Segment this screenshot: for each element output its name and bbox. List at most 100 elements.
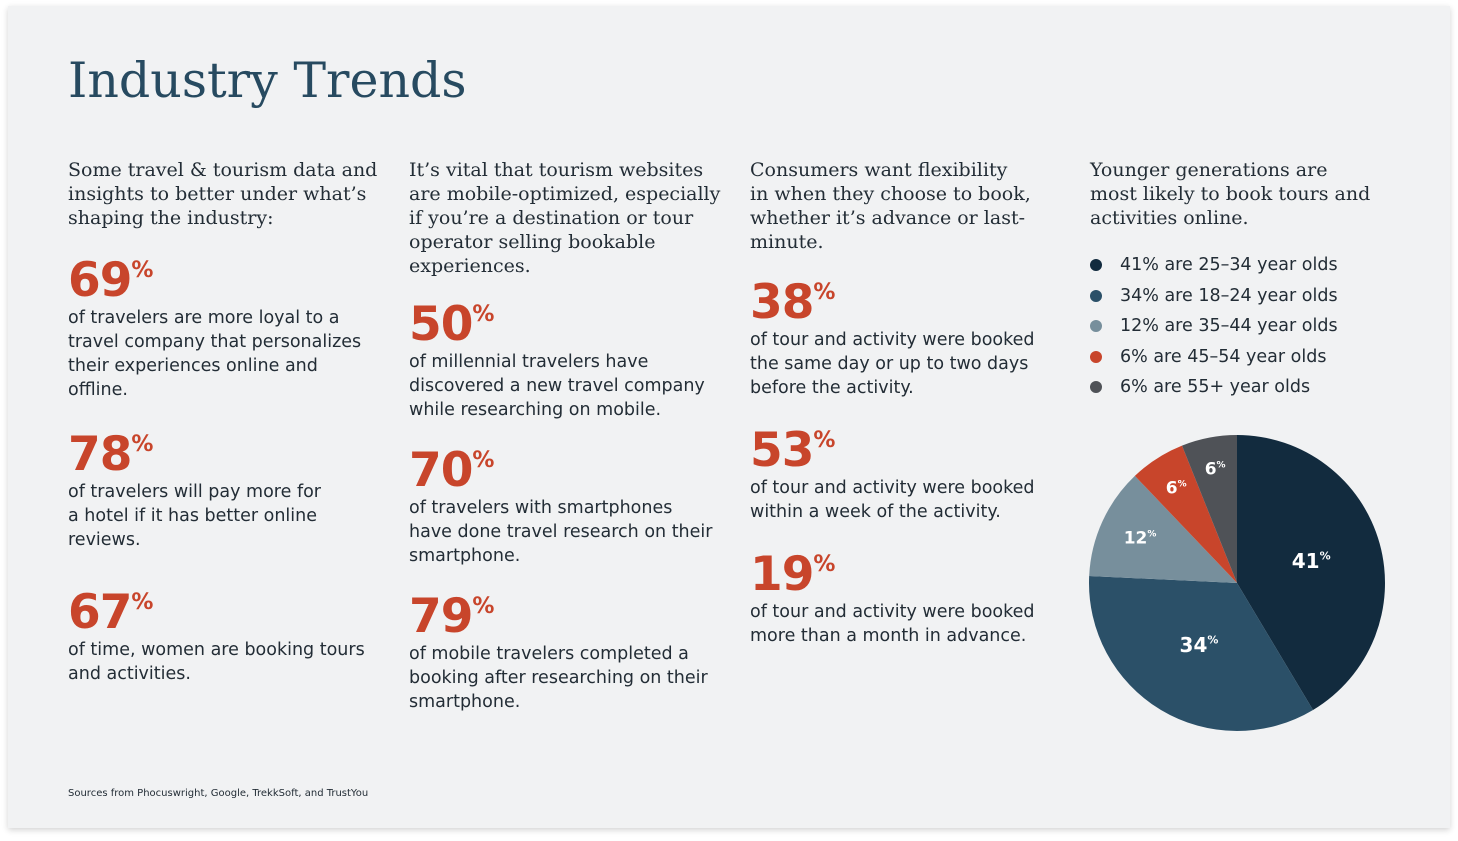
intro-line: minute. [750, 231, 824, 253]
desc-line: within a week of the activity. [750, 502, 1001, 522]
stat-value: 38 [750, 275, 814, 330]
intro-line: Some travel & tourism data and [68, 159, 378, 181]
legend-swatch [1090, 381, 1102, 394]
pie-chart: 41%34%12%6%6% [1089, 435, 1385, 731]
intro-line: Younger generations are [1090, 159, 1328, 181]
column-3: Consumers want flexibility in when they … [750, 158, 1035, 648]
desc-line: of millennial travelers have [409, 352, 649, 372]
stat-description: of millennial travelers have discovered … [409, 350, 720, 422]
stat-description: of time, women are booking tours and act… [68, 638, 377, 686]
desc-line: of tour and activity were booked [750, 330, 1035, 350]
stat-suffix: % [472, 594, 495, 619]
stat-value: 53 [750, 423, 814, 478]
desc-line: of travelers are more loyal to a [68, 308, 340, 328]
legend-swatch [1090, 289, 1102, 302]
column-intro: It’s vital that tourism websites are mob… [409, 158, 720, 278]
stat-value: 70 [409, 443, 473, 498]
desc-line: their experiences online and [68, 356, 318, 376]
intro-line: if you’re a destination or tour [409, 207, 694, 229]
column-intro: Consumers want flexibility in when they … [750, 158, 1035, 254]
legend-item: 34% are 18–24 year olds [1090, 281, 1338, 312]
legend-item: 6% are 45–54 year olds [1090, 342, 1338, 373]
column-2: It’s vital that tourism websites are mob… [409, 158, 720, 714]
stat-description: of travelers are more loyal to a travel … [68, 306, 377, 402]
legend-label: 12% are 35–44 year olds [1120, 316, 1338, 337]
stat-description: of tour and activity were booked the sam… [750, 328, 1035, 400]
desc-line: the same day or up to two days [750, 354, 1029, 374]
desc-line: a hotel if it has better online [68, 506, 318, 526]
stat-block: 78% of travelers will pay more for a hot… [68, 430, 377, 552]
stat-value: 67 [68, 585, 132, 640]
desc-line: offline. [68, 380, 128, 400]
source-note: Sources from Phocuswright, Google, Trekk… [68, 788, 369, 799]
desc-line: discovered a new travel company [409, 376, 705, 396]
desc-line: of time, women are booking tours [68, 640, 365, 660]
desc-line: smartphone. [409, 546, 521, 566]
pie-slice [1181, 435, 1237, 583]
legend-item: 12% are 35–44 year olds [1090, 311, 1338, 342]
legend-item: 6% are 55+ year olds [1090, 372, 1338, 403]
stat-block: 50% of millennial travelers have discove… [409, 300, 720, 422]
pie-slice [1089, 475, 1237, 583]
intro-line: activities online. [1090, 207, 1249, 229]
intro-line: shaping the industry: [68, 207, 274, 229]
legend-label: 41% are 25–34 year olds [1120, 255, 1338, 276]
stat-block: 19% of tour and activity were booked mor… [750, 550, 1035, 648]
stat-description: of travelers will pay more for a hotel i… [68, 480, 377, 552]
infographic-card: Industry Trends Some travel & tourism da… [8, 6, 1450, 828]
legend-label: 6% are 45–54 year olds [1120, 346, 1327, 367]
legend-swatch [1090, 350, 1102, 363]
desc-line: smartphone. [409, 692, 521, 712]
desc-line: booking after researching on their [409, 668, 708, 688]
intro-line: operator selling bookable [409, 231, 656, 253]
stat-suffix: % [813, 428, 836, 453]
stat-description: of travelers with smartphones have done … [409, 496, 720, 568]
desc-line: of travelers will pay more for [68, 482, 322, 502]
stat-suffix: % [131, 258, 154, 283]
desc-line: while researching on mobile. [409, 400, 662, 420]
desc-line: of tour and activity were booked [750, 602, 1035, 622]
stat-suffix: % [813, 552, 836, 577]
intro-line: are mobile-optimized, especially [409, 183, 721, 205]
intro-line: It’s vital that tourism websites [409, 159, 704, 181]
legend-label: 34% are 18–24 year olds [1120, 285, 1338, 306]
legend-label: 6% are 55+ year olds [1120, 377, 1311, 398]
pie-slice [1237, 435, 1385, 710]
stat-value: 78 [68, 427, 132, 482]
stat-block: 70% of travelers with smartphones have d… [409, 446, 720, 568]
intro-line: in when they choose to book, [750, 183, 1031, 205]
stat-value: 69 [68, 253, 132, 308]
desc-line: of travelers with smartphones [409, 498, 673, 518]
stat-description: of tour and activity were booked more th… [750, 600, 1035, 648]
stat-block: 38% of tour and activity were booked the… [750, 278, 1035, 400]
stat-description: of tour and activity were booked within … [750, 476, 1035, 524]
intro-line: insights to better under what’s [68, 183, 367, 205]
stat-suffix: % [472, 302, 495, 327]
stat-description: of mobile travelers completed a booking … [409, 642, 720, 714]
page-title: Industry Trends [68, 52, 467, 109]
stat-block: 69% of travelers are more loyal to a tra… [68, 256, 377, 402]
stat-block: 53% of tour and activity were booked wit… [750, 426, 1035, 524]
desc-line: before the activity. [750, 378, 914, 398]
intro-line: whether it’s advance or last- [750, 207, 1026, 229]
intro-line: Consumers want flexibility [750, 159, 1008, 181]
intro-line: experiences. [409, 255, 531, 277]
legend-item: 41% are 25–34 year olds [1090, 250, 1338, 281]
stat-suffix: % [131, 590, 154, 615]
stat-suffix: % [813, 280, 836, 305]
desc-line: of tour and activity were booked [750, 478, 1035, 498]
stat-suffix: % [472, 448, 495, 473]
desc-line: reviews. [68, 530, 141, 550]
pie-slice [1134, 445, 1237, 583]
desc-line: of mobile travelers completed a [409, 644, 689, 664]
legend-swatch [1090, 259, 1102, 272]
stat-value: 19 [750, 547, 814, 602]
column-4: Younger generations are most likely to b… [1090, 158, 1370, 230]
stat-value: 79 [409, 589, 473, 644]
desc-line: more than a month in advance. [750, 626, 1027, 646]
legend-swatch [1090, 320, 1102, 333]
column-intro: Some travel & tourism data and insights … [68, 158, 377, 230]
stat-block: 79% of mobile travelers completed a book… [409, 592, 720, 714]
stat-value: 50 [409, 297, 473, 352]
chart-legend: 41% are 25–34 year olds 34% are 18–24 ye… [1090, 250, 1338, 403]
